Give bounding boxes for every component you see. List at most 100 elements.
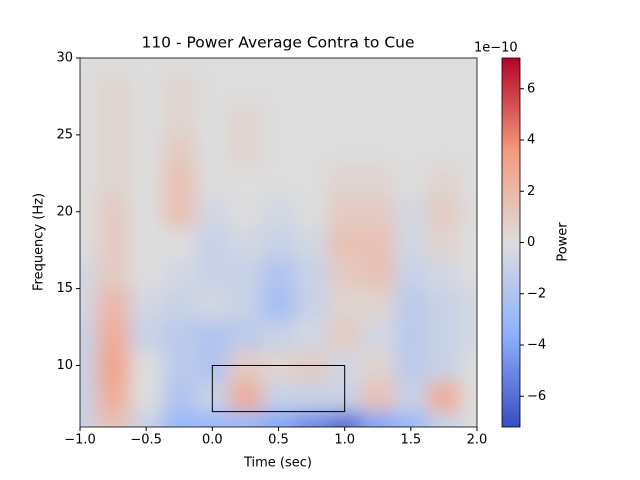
heat-cell <box>228 134 263 167</box>
heat-cell <box>129 288 164 320</box>
heat-cell <box>261 134 296 167</box>
heat-cell <box>129 227 164 259</box>
heat-cell <box>228 165 263 197</box>
heat-cell <box>96 165 131 197</box>
heat-cell <box>460 257 477 290</box>
x-tick-label: 0.5 <box>268 433 289 448</box>
heat-cell <box>328 58 362 74</box>
heat-cell <box>80 58 98 74</box>
colorbar-tick-label: 4 <box>527 133 535 148</box>
heat-cell <box>328 73 362 105</box>
heat-cell <box>228 58 263 74</box>
heat-cell <box>328 104 362 136</box>
heat-cell <box>394 104 428 136</box>
heat-cell <box>228 73 263 105</box>
colorbar-tick-label: −6 <box>527 389 546 404</box>
heat-cell <box>361 196 395 228</box>
heat-cell <box>261 288 296 320</box>
heat-cell <box>129 58 164 74</box>
heat-cell <box>162 73 197 105</box>
heat-cell <box>427 104 461 136</box>
heat-cell <box>427 350 461 382</box>
colorbar-offset: 1e−10 <box>474 41 518 56</box>
heat-cell <box>195 411 230 427</box>
heat-cell <box>96 350 131 382</box>
heat-cell <box>129 134 164 167</box>
heat-cell <box>80 411 98 427</box>
heat-cell <box>394 58 428 74</box>
heatmap <box>80 58 477 427</box>
heat-cell <box>195 104 230 136</box>
heat-cell <box>261 58 296 74</box>
heat-cell <box>80 73 98 105</box>
heat-cell <box>460 165 477 197</box>
heat-cell <box>295 227 329 259</box>
roi-box <box>211 365 346 413</box>
colorbar-tick-label: −2 <box>527 286 546 301</box>
heat-cell <box>361 380 395 413</box>
heat-cell <box>460 288 477 320</box>
heat-cell <box>394 288 428 320</box>
x-tick-label: −1.0 <box>64 433 96 448</box>
heat-cell <box>228 319 263 351</box>
y-tick-label: 20 <box>56 204 73 219</box>
heat-cell <box>361 73 395 105</box>
heat-cell <box>228 411 263 427</box>
heat-cell <box>427 196 461 228</box>
heat-cell <box>96 134 131 167</box>
heat-cell <box>361 288 395 320</box>
heat-cell <box>162 165 197 197</box>
heat-cell <box>328 319 362 351</box>
heat-cell <box>295 288 329 320</box>
heat-cell <box>394 165 428 197</box>
heat-cell <box>195 257 230 290</box>
heat-cell <box>394 319 428 351</box>
heat-cell <box>361 165 395 197</box>
heatmap-cells <box>80 58 477 427</box>
y-tick-label: 30 <box>56 51 73 66</box>
x-tick-label: −0.5 <box>130 433 162 448</box>
heat-cell <box>80 227 98 259</box>
heat-cell <box>328 411 362 427</box>
heat-cell <box>96 257 131 290</box>
heat-cell <box>328 288 362 320</box>
heat-cell <box>460 380 477 413</box>
heat-cell <box>261 380 296 413</box>
heat-cell <box>261 319 296 351</box>
heat-cell <box>162 380 197 413</box>
heat-cell <box>195 134 230 167</box>
heat-cell <box>394 134 428 167</box>
heat-cell <box>427 134 461 167</box>
heat-cell <box>129 73 164 105</box>
heat-cell <box>295 104 329 136</box>
heat-cell <box>295 58 329 74</box>
heat-cell <box>162 227 197 259</box>
heat-cell <box>129 350 164 382</box>
heat-cell <box>460 319 477 351</box>
heat-cell <box>96 288 131 320</box>
heat-cell <box>394 196 428 228</box>
heat-cell <box>261 196 296 228</box>
heat-cell <box>361 104 395 136</box>
heat-cell <box>129 104 164 136</box>
heat-cell <box>361 319 395 351</box>
heat-cell <box>228 380 263 413</box>
colorbar-tick-label: 2 <box>527 184 535 199</box>
heat-cell <box>295 257 329 290</box>
heat-cell <box>96 196 131 228</box>
heat-cell <box>427 58 461 74</box>
heat-cell <box>96 104 131 136</box>
heat-cell <box>129 411 164 427</box>
heat-cell <box>195 319 230 351</box>
heat-cell <box>80 380 98 413</box>
heat-cell <box>96 58 131 74</box>
heat-cell <box>361 134 395 167</box>
heat-cell <box>460 58 477 74</box>
heat-cell <box>80 165 98 197</box>
heat-cell <box>361 227 395 259</box>
heat-cell <box>228 196 263 228</box>
chart-title: 110 - Power Average Contra to Cue <box>141 34 414 52</box>
heat-cell <box>129 257 164 290</box>
heat-cell <box>295 134 329 167</box>
